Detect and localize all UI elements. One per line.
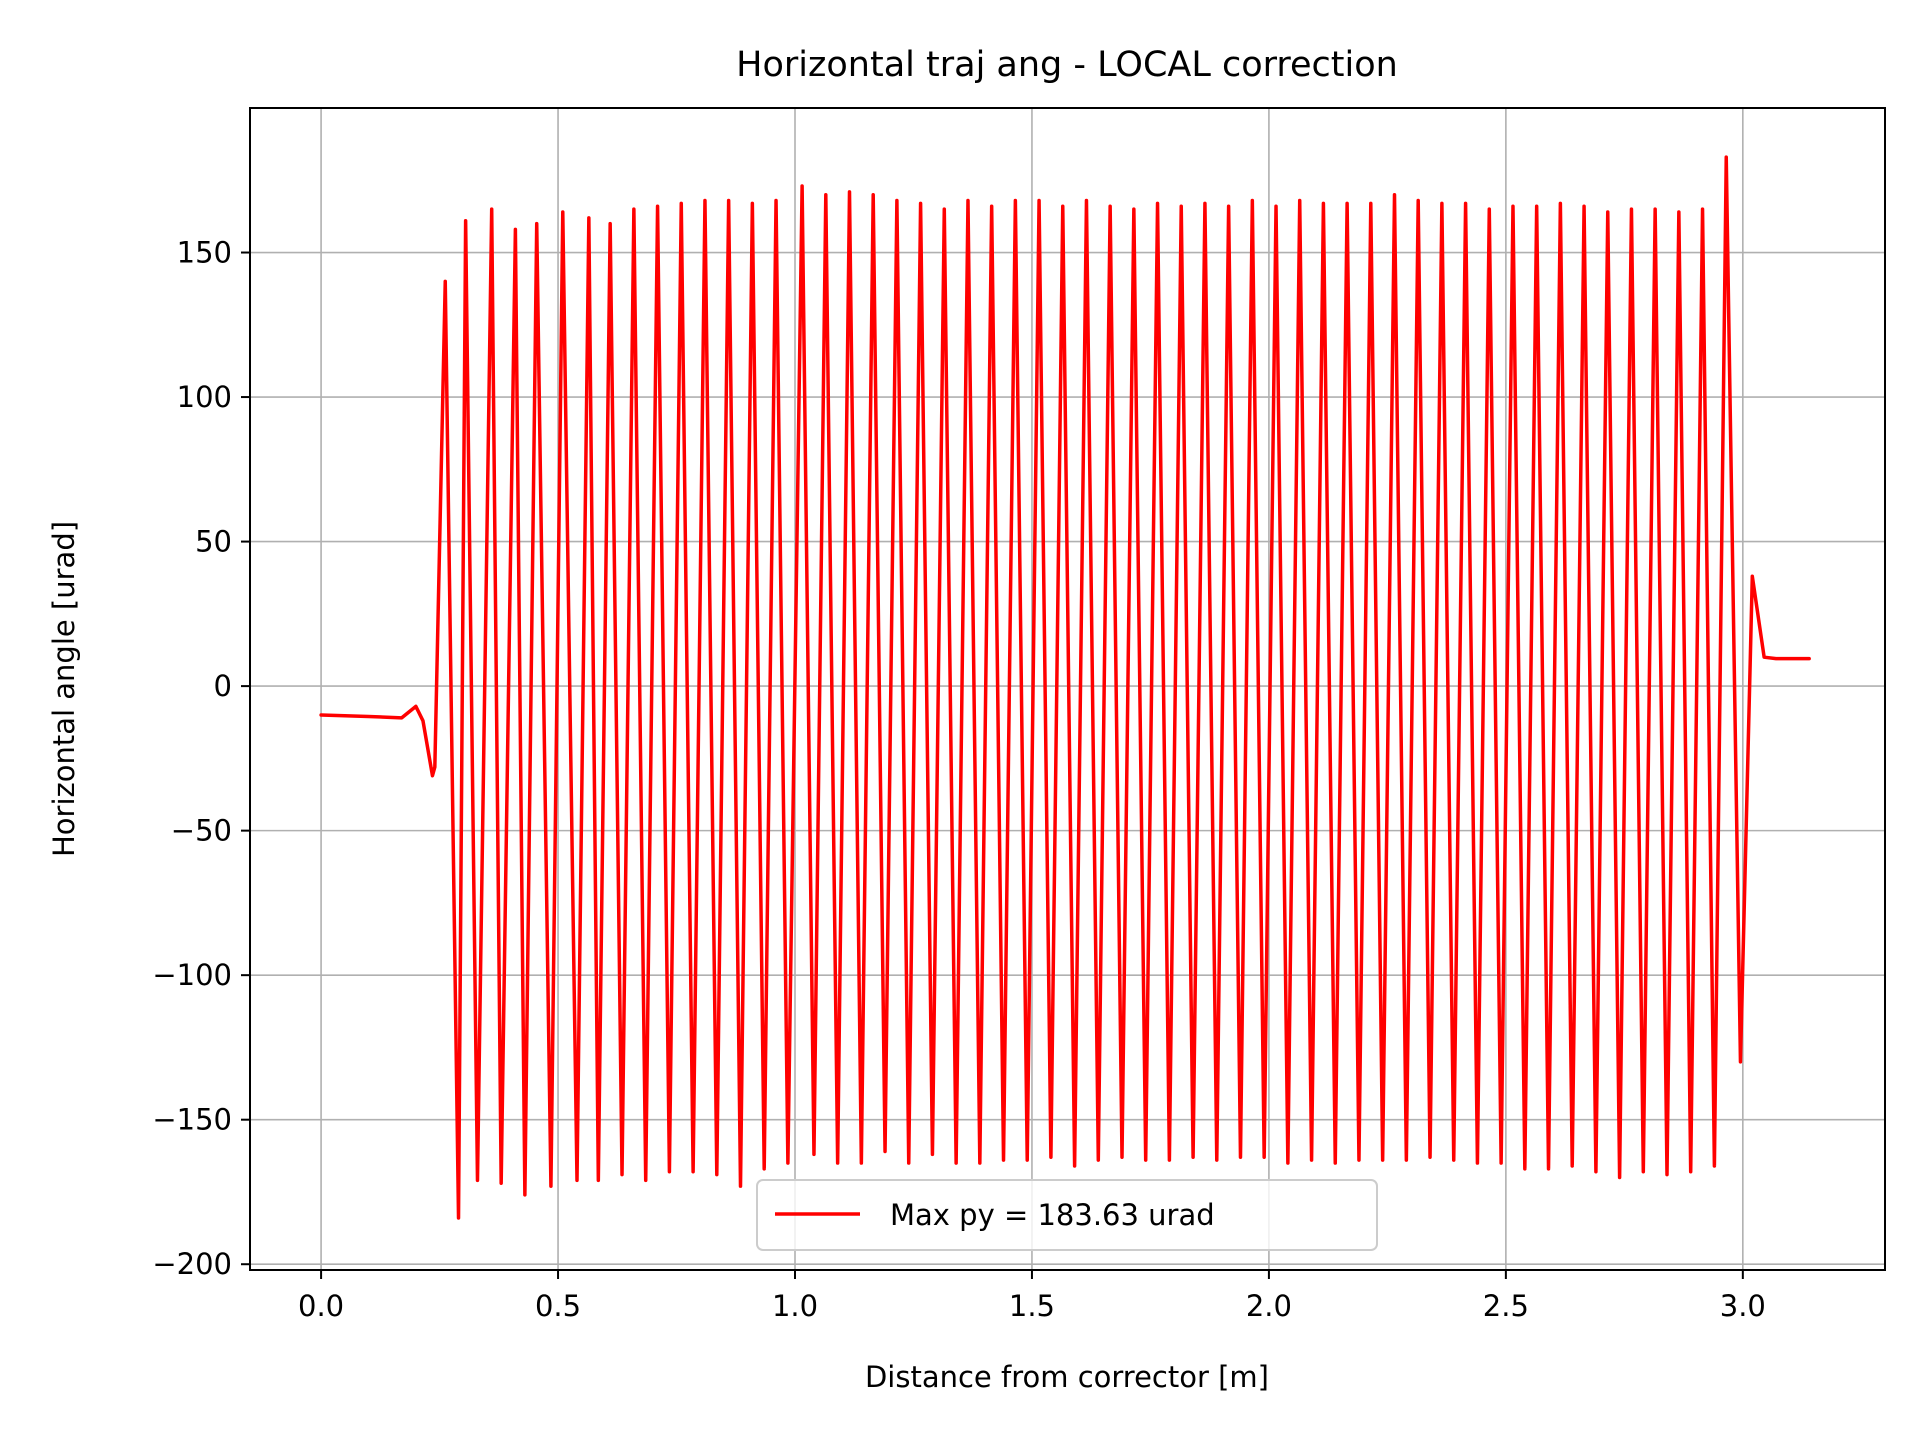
y-tick-label: 50 <box>195 525 232 559</box>
legend-box <box>756 1179 1378 1251</box>
x-tick-labels: 0.0 0.5 1.0 1.5 2.0 2.5 3.0 <box>298 1289 1766 1323</box>
x-tick-label: 2.5 <box>1483 1289 1529 1323</box>
x-tick-label: 1.5 <box>1009 1289 1055 1323</box>
chart-title: Horizontal traj ang - LOCAL correction <box>736 45 1398 85</box>
plot-frame <box>249 107 1886 1271</box>
y-tick-label: 0 <box>214 669 232 703</box>
ticks <box>241 251 1744 1279</box>
legend-label: Max py = 183.63 urad <box>890 1198 1215 1232</box>
series-line <box>319 155 1811 1220</box>
y-tick-labels: 150 100 50 0 −50 −100 −150 −200 <box>152 236 232 1282</box>
x-tick-label: 3.0 <box>1720 1289 1766 1323</box>
y-tick-label: −200 <box>152 1247 232 1281</box>
y-tick-label: −150 <box>152 1103 232 1137</box>
x-tick-label: 1.0 <box>772 1289 818 1323</box>
x-tick-label: 2.0 <box>1246 1289 1292 1323</box>
y-tick-label: 150 <box>177 236 232 270</box>
y-tick-label: 100 <box>177 380 232 414</box>
x-tick-label: 0.0 <box>298 1289 344 1323</box>
y-tick-label: −50 <box>171 814 232 848</box>
x-tick-label: 0.5 <box>535 1289 581 1323</box>
y-axis-title: Horizontal angle [urad] <box>47 521 81 857</box>
series-layer <box>319 155 1811 1220</box>
y-tick-label: −100 <box>152 958 232 992</box>
x-axis-title: Distance from corrector [m] <box>865 1360 1269 1394</box>
legend: Max py = 183.63 urad <box>756 1179 1378 1251</box>
